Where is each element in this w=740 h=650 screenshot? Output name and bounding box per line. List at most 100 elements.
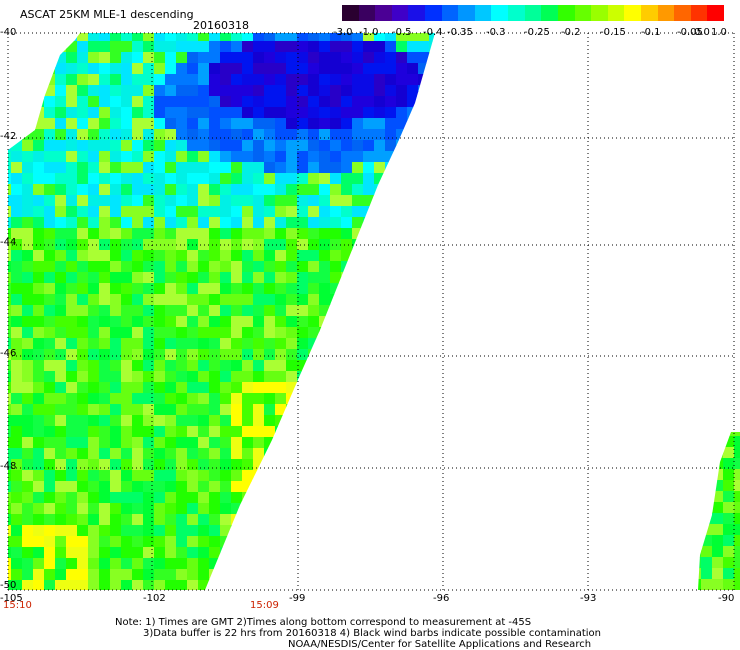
wind-cell <box>110 415 122 427</box>
wind-cell <box>698 469 702 481</box>
wind-cell <box>319 261 331 273</box>
wind-cell <box>231 217 243 229</box>
wind-cell <box>330 558 342 570</box>
wind-cell <box>407 261 419 273</box>
wind-cell <box>110 448 122 460</box>
wind-cell <box>88 228 100 240</box>
wind-cell <box>701 458 713 470</box>
wind-cell <box>723 436 735 448</box>
wind-cell <box>275 327 287 339</box>
wind-cell <box>198 514 210 526</box>
wind-cell <box>374 327 386 339</box>
wind-cell <box>385 459 397 471</box>
wind-cell <box>66 426 78 438</box>
wind-cell <box>407 360 419 372</box>
wind-cell <box>33 33 45 42</box>
wind-cell <box>242 481 254 493</box>
wind-cell <box>231 349 243 361</box>
wind-cell <box>176 85 188 97</box>
wind-cell <box>121 492 133 504</box>
wind-cell <box>154 470 166 482</box>
wind-cell <box>22 415 34 427</box>
wind-cell <box>385 129 397 141</box>
wind-cell <box>723 579 735 590</box>
wind-cell <box>66 558 78 570</box>
wind-cell <box>110 74 122 86</box>
wind-cell <box>209 63 221 75</box>
wind-cell <box>121 426 133 438</box>
wind-cell <box>154 382 166 394</box>
wind-cell <box>121 503 133 515</box>
wind-cell <box>132 316 144 328</box>
wind-cell <box>121 96 133 108</box>
wind-cell <box>154 217 166 229</box>
wind-cell <box>187 569 199 581</box>
wind-cell <box>77 33 89 42</box>
wind-cell <box>66 415 78 427</box>
wind-cell <box>143 206 155 218</box>
wind-cell <box>275 33 287 42</box>
wind-cell <box>165 448 177 460</box>
wind-cell <box>308 492 320 504</box>
wind-cell <box>231 173 243 185</box>
wind-cell <box>110 239 122 251</box>
wind-cell <box>176 481 188 493</box>
wind-cell <box>308 503 320 515</box>
wind-cell <box>66 283 78 295</box>
wind-cell <box>176 514 188 526</box>
wind-cell <box>385 426 397 438</box>
wind-cell <box>220 283 232 295</box>
wind-cell <box>187 525 199 537</box>
wind-cell <box>187 382 199 394</box>
color-scale-segment <box>541 5 558 21</box>
wind-cell <box>121 217 133 229</box>
wind-cell <box>308 558 320 570</box>
wind-cell <box>77 206 89 218</box>
wind-cell <box>429 382 435 394</box>
wind-cell <box>363 448 375 460</box>
wind-cell <box>77 426 89 438</box>
wind-cell <box>198 503 210 515</box>
wind-cell <box>220 514 232 526</box>
wind-cell <box>698 513 702 525</box>
wind-cell <box>165 261 177 273</box>
wind-cell <box>55 327 67 339</box>
wind-cell <box>385 217 397 229</box>
wind-cell <box>33 349 45 361</box>
wind-cell <box>132 261 144 273</box>
wind-cell <box>143 360 155 372</box>
wind-cell <box>77 74 89 86</box>
wind-cell <box>286 382 298 394</box>
wind-cell <box>44 360 56 372</box>
wind-cell <box>253 173 265 185</box>
wind-cell <box>297 151 309 163</box>
wind-cell <box>396 173 408 185</box>
wind-cell <box>33 437 45 449</box>
wind-cell <box>154 33 166 42</box>
wind-cell <box>319 184 331 196</box>
wind-cell <box>308 107 320 119</box>
wind-cell <box>44 272 56 284</box>
wind-cell <box>352 206 364 218</box>
wind-cell <box>253 547 265 559</box>
wind-cell <box>220 536 232 548</box>
color-scale-segment <box>508 5 525 21</box>
wind-cell <box>88 316 100 328</box>
wind-cell <box>33 239 45 251</box>
wind-cell <box>286 316 298 328</box>
wind-cell <box>77 52 89 64</box>
wind-cell <box>286 195 298 207</box>
color-scale-segment <box>358 5 376 21</box>
wind-cell <box>264 96 276 108</box>
wind-cell <box>55 261 67 273</box>
latitude-label: -48 <box>0 461 17 472</box>
wind-cell <box>99 96 111 108</box>
wind-cell <box>374 63 386 75</box>
wind-cell <box>352 404 364 416</box>
wind-cell <box>176 569 188 581</box>
wind-cell <box>231 404 243 416</box>
wind-cell <box>198 437 210 449</box>
wind-cell <box>341 195 353 207</box>
wind-cell <box>330 591 342 603</box>
wind-cell <box>121 349 133 361</box>
